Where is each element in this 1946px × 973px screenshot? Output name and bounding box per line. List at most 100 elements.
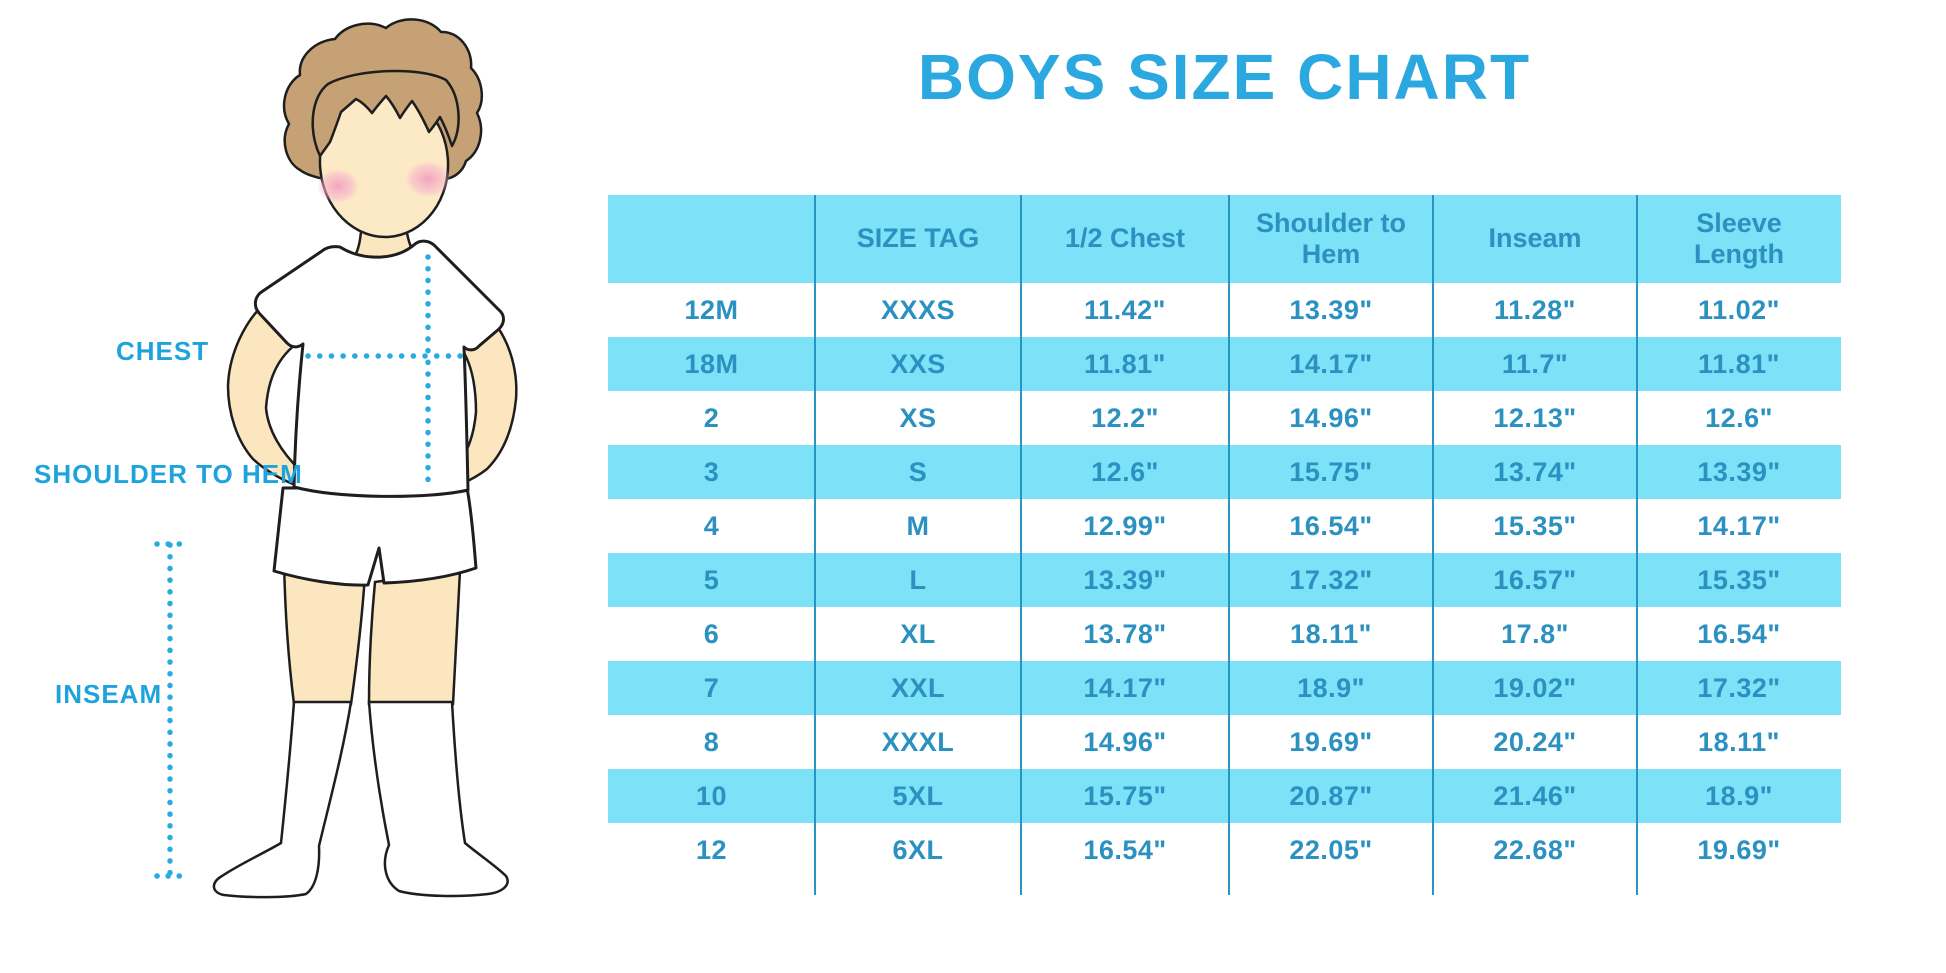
header-cell-shoulder-to-hem: Shoulder to Hem [1256, 207, 1406, 269]
shoulder-to-hem-label: SHOULDER TO HEM [34, 459, 303, 489]
boy-right-sock [367, 700, 509, 898]
cell-shoulder-to-hem: 13.39" [1289, 294, 1373, 325]
cell-tag: XXXL [881, 726, 955, 757]
boy-shorts [272, 486, 478, 587]
cell-sleeve: 11.81" [1698, 348, 1780, 379]
column-divider [1020, 195, 1022, 895]
cell-chest: 16.54" [1083, 834, 1167, 865]
cell-chest: 11.81" [1084, 348, 1166, 379]
cell-size: 12M [684, 294, 739, 325]
cell-sleeve: 18.9" [1705, 780, 1773, 811]
cell-inseam: 12.13" [1493, 402, 1577, 433]
cell-shoulder-to-hem: 16.54" [1289, 510, 1373, 541]
cell-size: 6 [703, 618, 720, 649]
cell-tag: XXL [890, 672, 945, 703]
cell-sleeve: 15.35" [1697, 564, 1781, 595]
table-row: 2 XS 12.2" 14.96" 12.13" 12.6" [608, 391, 1841, 445]
cell-sleeve: 12.6" [1705, 402, 1773, 433]
cell-tag: 6XL [892, 834, 944, 865]
cell-tag: XXS [890, 348, 946, 379]
cell-inseam: 16.57" [1493, 564, 1577, 595]
table-body: 12M XXXS 11.42" 13.39" 11.28" 11.02" 18M XXS 11.… [608, 283, 1841, 877]
page-title: BOYS SIZE CHART [917, 41, 1532, 113]
cell-sleeve: 17.32" [1697, 672, 1781, 703]
table-row: 6 XL 13.78" 18.11" 17.8" 16.54" [608, 607, 1841, 661]
cell-shoulder-to-hem: 17.32" [1289, 564, 1373, 595]
column-divider [1636, 195, 1638, 895]
header-cell-sleeve-length: Sleeve Length [1694, 207, 1784, 269]
cell-size: 12 [695, 834, 728, 865]
cell-chest: 12.2" [1091, 402, 1159, 433]
table-row: 12M XXXS 11.42" 13.39" 11.28" 11.02" [608, 283, 1841, 337]
boy-left-sock [212, 700, 353, 899]
cell-chest: 14.96" [1083, 726, 1167, 757]
cell-chest: 11.42" [1084, 294, 1166, 325]
header-cell-blank [608, 195, 815, 283]
cell-shoulder-to-hem: 14.96" [1289, 402, 1373, 433]
cell-inseam: 21.46" [1493, 780, 1577, 811]
cell-size: 2 [703, 402, 720, 433]
boy-figure-svg [154, 18, 518, 899]
size-table: SIZE TAG 1/2 Chest Shoulder to Hem Insea… [608, 195, 1841, 895]
cell-chest: 13.39" [1083, 564, 1167, 595]
cell-shoulder-to-hem: 22.05" [1289, 834, 1373, 865]
cell-size: 18M [684, 348, 739, 379]
boy-blush-right [405, 161, 451, 197]
cell-inseam: 11.28" [1494, 294, 1576, 325]
boy-right-thigh [367, 568, 462, 706]
cell-shoulder-to-hem: 14.17" [1289, 348, 1373, 379]
cell-tag: XS [899, 402, 937, 433]
boy-blush-left [317, 169, 359, 203]
cell-size: 7 [703, 672, 720, 703]
cell-shoulder-to-hem: 20.87" [1289, 780, 1373, 811]
table-header-row: SIZE TAG 1/2 Chest Shoulder to Hem Insea… [608, 195, 1841, 283]
cell-size: 3 [703, 456, 720, 487]
cell-chest: 12.99" [1083, 510, 1167, 541]
column-divider [814, 195, 816, 895]
cell-sleeve: 13.39" [1697, 456, 1781, 487]
table-row: 7 XXL 14.17" 18.9" 19.02" 17.32" [608, 661, 1841, 715]
column-divider [1228, 195, 1230, 895]
cell-chest: 15.75" [1083, 780, 1167, 811]
cell-size: 8 [703, 726, 720, 757]
cell-size: 10 [695, 780, 728, 811]
table-row: 12 6XL 16.54" 22.05" 22.68" 19.69" [608, 823, 1841, 877]
table-row: 5 L 13.39" 17.32" 16.57" 15.35" [608, 553, 1841, 607]
cell-chest: 14.17" [1083, 672, 1167, 703]
cell-chest: 13.78" [1083, 618, 1167, 649]
table-row: 3 S 12.6" 15.75" 13.74" 13.39" [608, 445, 1841, 499]
boy-shirt [253, 239, 505, 498]
cell-tag: L [909, 564, 927, 595]
column-divider [1432, 195, 1434, 895]
cell-tag: XXXS [880, 294, 956, 325]
cell-tag: M [906, 510, 930, 541]
cell-shoulder-to-hem: 18.9" [1297, 672, 1365, 703]
cell-inseam: 17.8" [1501, 618, 1569, 649]
cell-shoulder-to-hem: 18.11" [1290, 618, 1372, 649]
cell-inseam: 15.35" [1493, 510, 1577, 541]
cell-inseam: 20.24" [1493, 726, 1577, 757]
cell-sleeve: 11.02" [1698, 294, 1780, 325]
header-cell-inseam: Inseam [1488, 223, 1582, 254]
cell-sleeve: 18.11" [1698, 726, 1780, 757]
boy-hair-fringe [311, 69, 460, 158]
cell-shoulder-to-hem: 15.75" [1289, 456, 1373, 487]
cell-sleeve: 19.69" [1697, 834, 1781, 865]
table-row: 10 5XL 15.75" 20.87" 21.46" 18.9" [608, 769, 1841, 823]
cell-tag: S [908, 456, 928, 487]
cell-size: 5 [703, 564, 720, 595]
cell-chest: 12.6" [1091, 456, 1159, 487]
cell-sleeve: 14.17" [1697, 510, 1781, 541]
chest-label: CHEST [116, 336, 210, 366]
header-cell-half-chest: 1/2 Chest [1064, 223, 1186, 254]
header-cell-size-tag: SIZE TAG [856, 223, 980, 254]
cell-inseam: 11.7" [1501, 348, 1569, 379]
boy-figure-illustration: CHEST SHOULDER TO HEM INSEAM [0, 0, 560, 973]
inseam-label: INSEAM [55, 679, 163, 709]
cell-tag: XL [900, 618, 936, 649]
cell-inseam: 22.68" [1493, 834, 1577, 865]
cell-inseam: 19.02" [1493, 672, 1577, 703]
boy-right-arm [453, 320, 518, 486]
table-row: 4 M 12.99" 16.54" 15.35" 14.17" [608, 499, 1841, 553]
